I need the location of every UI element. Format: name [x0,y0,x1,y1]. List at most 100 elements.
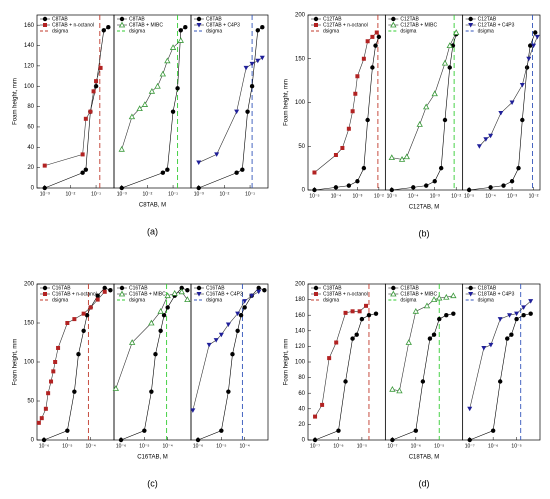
point [160,170,166,175]
point [94,79,99,84]
point [389,187,394,193]
x-tick-label: 10⁻⁵ [62,443,72,449]
point [467,437,472,443]
x-tick-label: 10⁻⁵ [216,443,226,449]
point [354,332,359,337]
point [441,59,449,66]
point [169,44,177,50]
point [256,285,261,291]
legend-label: dsigma [206,28,222,34]
legend-label: C8TAB + MIBC [129,22,163,28]
legend-marker [468,16,473,22]
y-tick-label: 0 [302,438,306,444]
legend-label: dsigma [129,28,145,34]
point [165,167,170,172]
point [355,74,360,79]
x-tick-label: 10⁻² [451,193,461,199]
x-tick-label: 10⁻⁵ [464,193,474,199]
point [389,385,396,392]
point [357,309,362,314]
point [53,360,58,364]
legend-label: C12TAB + C4P3 [478,22,515,28]
point [528,43,533,48]
series-line [44,67,101,166]
y-tick-label: 50 [298,144,305,150]
legend-marker [468,285,473,291]
y-tick-label: 100 [24,360,35,366]
y-tick-label: 200 [24,282,35,288]
legend-label: C8TAB [129,16,145,22]
panel-frame [462,14,541,191]
point [327,356,332,361]
y-tick-label: 50 [27,399,34,405]
point [388,154,395,161]
point [320,402,325,407]
legend-marker [313,285,319,291]
point [350,109,355,114]
legend-label: C8TAB [206,16,222,22]
point [102,289,107,294]
point [83,116,88,121]
point [447,65,452,70]
legend-label: dsigma [129,297,145,303]
panel-frame [190,283,269,441]
point [76,352,81,357]
point [450,292,457,299]
legend-label: dsigma [52,28,68,34]
point [49,379,54,384]
legend-marker [43,292,47,296]
legend-label: dsigma [323,28,339,34]
point [507,313,513,318]
point [333,153,338,157]
point [524,65,530,70]
point [396,387,403,394]
x-tick-label: 10⁻² [142,191,152,197]
point [343,379,348,384]
y-tick-label: 120 [24,63,35,69]
point [249,293,255,299]
legend-marker [196,285,202,291]
x-tick-label: 10⁻⁴ [162,443,172,449]
point [370,65,375,70]
x-tick-label: 10⁻⁵ [139,443,149,449]
legend-label: C16TAB [129,285,148,291]
point [81,328,86,333]
legend-label: C8TAB [52,16,68,22]
point [154,82,161,89]
point [142,428,147,433]
x-tick-label: 10⁻⁴ [331,193,341,199]
y-axis-label: Foam height, mm [13,339,19,386]
x-tick-label: 10⁻⁵ [387,193,397,199]
point [158,328,163,333]
point [177,37,184,43]
legend-label: dsigma [400,28,416,34]
point [432,179,437,184]
y-tick-label: 0 [31,186,35,192]
point [159,70,167,77]
legend-marker [468,23,474,28]
y-tick-label: 40 [27,145,34,151]
series-line [121,40,181,150]
series-line [44,26,109,189]
point [497,379,503,384]
point [521,313,526,318]
point [481,345,487,351]
point [350,309,355,314]
series-line [192,291,259,411]
point [196,160,202,166]
point [119,185,124,191]
x-tick-label: 10⁻⁴ [85,443,95,449]
point [245,109,250,114]
point [260,25,265,30]
point [370,34,375,39]
point [483,137,489,142]
point [365,117,370,123]
y-tick-label: 100 [295,100,306,106]
x-tick-label: 10⁻² [219,191,229,197]
point [509,332,514,337]
point [184,296,191,303]
point [195,437,201,443]
point [427,336,433,341]
point [238,313,244,318]
point [312,187,317,193]
